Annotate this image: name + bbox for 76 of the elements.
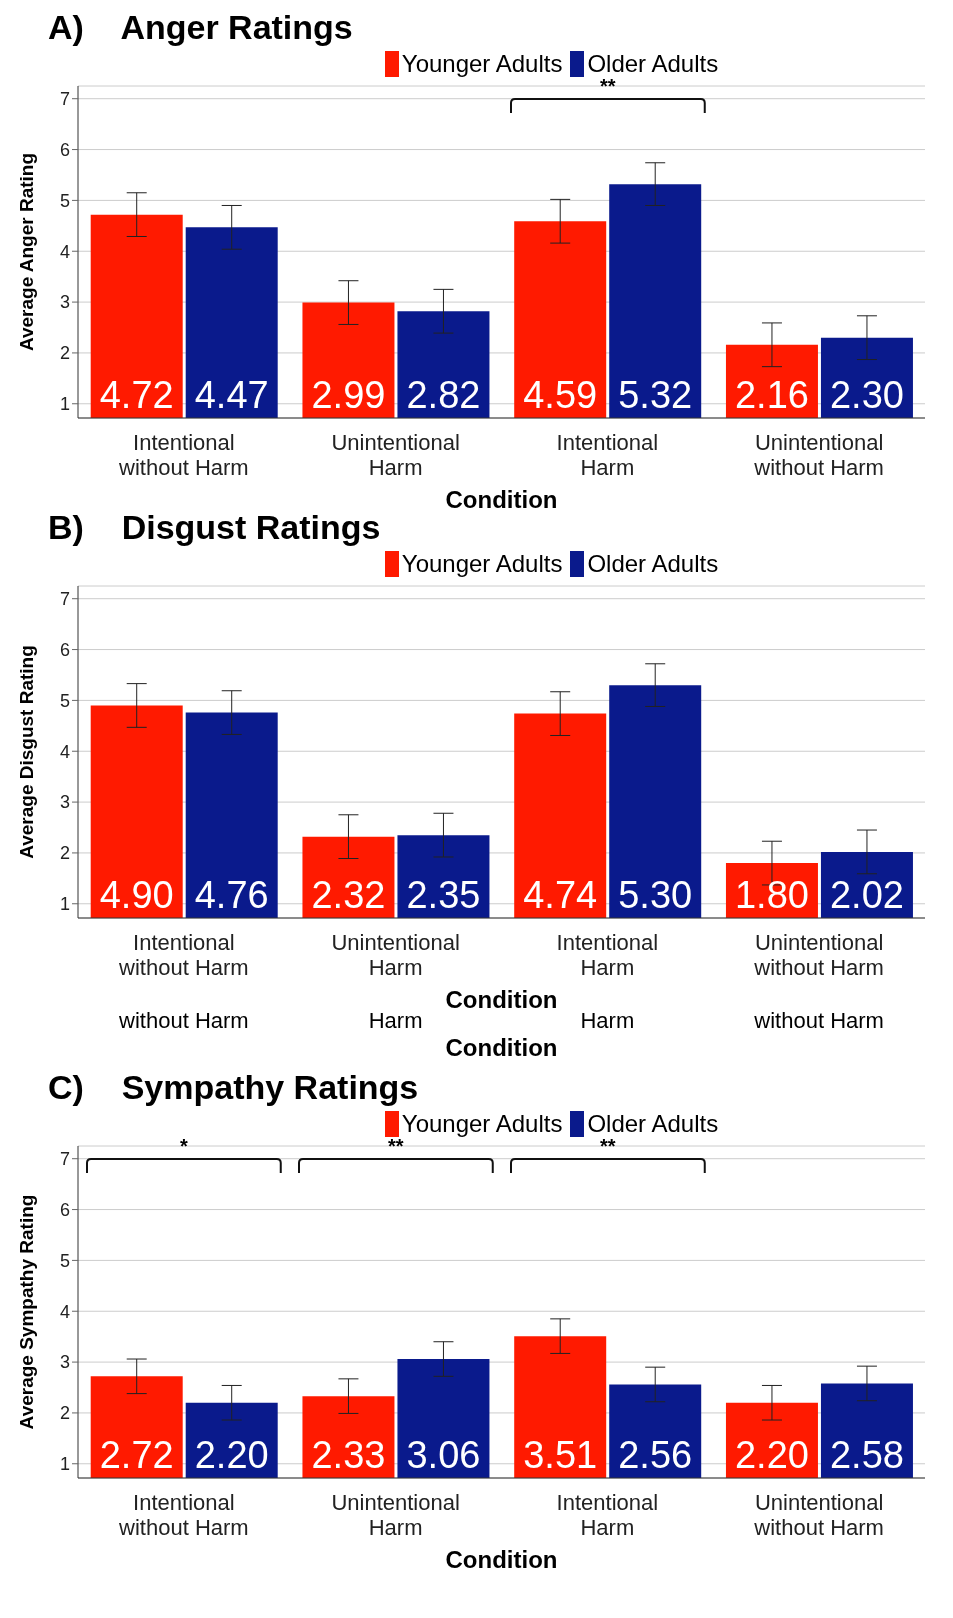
y-tick-label: 6 [59,1199,70,1220]
x-tick-label: Intentional without Harm [118,930,249,980]
data-label: 2.99 [311,374,386,416]
y-tick-label: 7 [59,1149,70,1170]
data-label: 1.80 [734,874,809,916]
data-label: 4.72 [99,374,174,416]
y-tick-label: 2 [59,1403,70,1424]
data-label: 2.82 [406,374,481,416]
text: Condition [444,1034,559,1062]
text: without Harm [753,1008,885,1034]
y-tick-label: 3 [59,292,70,313]
bracket: * [86,1132,282,1175]
chart-title: C) Sympathy Ratings [48,1068,420,1108]
data-label: 4.76 [194,874,269,916]
data-label: 2.30 [829,374,904,416]
x-axis-title: Condition [445,1546,558,1573]
x-tick-label: Unintentional Harm [331,430,460,480]
data-label: 2.33 [311,1434,386,1476]
x-tick-label: Unintentional Harm [331,1490,460,1540]
y-tick-label: 3 [59,1352,70,1373]
y-tick-label: 7 [59,89,70,110]
y-tick-label: 4 [59,741,70,762]
data-label: 2.32 [311,874,386,916]
x-tick-label: Unintentional without Harm [753,1490,884,1540]
y-tick-label: 5 [59,190,70,211]
x-axis-title: Condition [445,486,558,513]
data-label: 3.06 [406,1434,481,1476]
data-label: 2.20 [194,1434,269,1476]
text: Harm [580,1008,635,1033]
y-tick-label: 5 [59,1250,70,1271]
y-axis-title: Average Anger Rating [15,152,37,352]
data-label: 4.90 [99,874,174,916]
y-tick-label: 2 [59,343,70,364]
data-label: 5.30 [618,874,693,916]
x-tick-label: Unintentional without Harm [753,430,884,480]
x-tick-label: Intentional without Harm [118,1490,249,1540]
data-label: 3.51 [523,1434,598,1476]
y-tick-label: 7 [59,589,70,610]
y-tick-label: 1 [59,394,70,415]
text: Harm [368,1008,423,1033]
data-label: 2.56 [618,1434,693,1476]
text: without Harm [118,1008,250,1034]
data-label: 2.02 [829,874,904,916]
data-label: 4.74 [523,874,598,916]
legend-label: Younger Adults [401,550,563,578]
x-tick-label: Unintentional Harm [331,930,460,980]
y-tick-label: 4 [59,241,70,262]
legend-label: Older Adults [587,550,719,578]
data-label: 2.72 [99,1434,174,1476]
y-tick-label: 4 [59,1301,70,1322]
y-tick-label: 3 [59,792,70,813]
x-axis-title: Condition [445,986,558,1013]
data-label: 4.47 [194,374,269,416]
data-label: 2.58 [829,1434,904,1476]
data-label: 5.32 [618,374,693,416]
y-tick-label: 6 [59,139,70,160]
annotation: ** [387,1134,404,1157]
data-label: 4.59 [523,374,598,416]
x-tick-label: Intentional Harm [556,930,659,980]
x-tick-label: Intentional Harm [556,1490,659,1540]
chart-title: B) Disgust Ratings [48,508,381,546]
y-tick-label: 2 [59,843,70,864]
data-label: 2.35 [406,874,481,916]
x-tick-label: Intentional Harm [556,430,659,480]
y-tick-label: 5 [59,690,70,711]
chart-title: A) Anger Ratings [48,8,354,48]
data-label: 2.20 [734,1434,809,1476]
data-label: 2.16 [734,374,809,416]
y-tick-label: 1 [59,1454,70,1475]
y-axis-title: Average Disgust Rating [15,645,37,859]
y-tick-label: 1 [59,894,70,915]
x-tick-label: Intentional without Harm [118,430,249,480]
y-tick-label: 6 [59,639,70,660]
y-axis-title: Average Sympathy Rating [15,1194,37,1430]
x-tick-label: Unintentional without Harm [753,930,884,980]
annotation: * [179,1134,188,1157]
